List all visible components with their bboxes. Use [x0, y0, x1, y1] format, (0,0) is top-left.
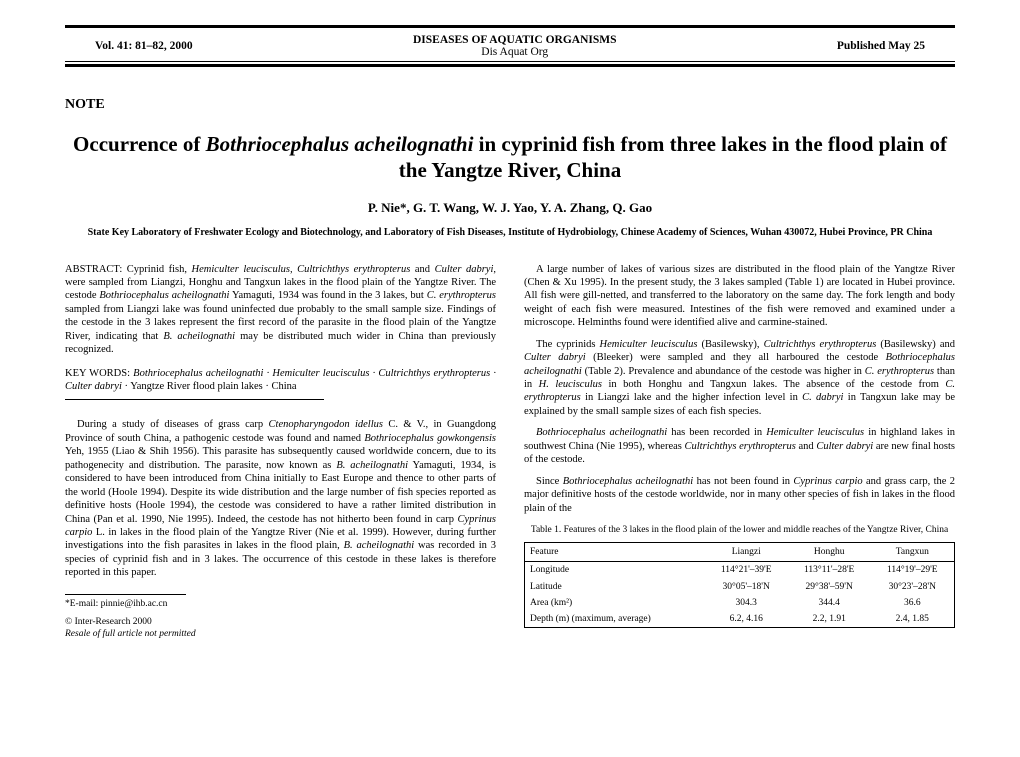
cell: 344.4 [788, 595, 871, 611]
cell: 29°38'–59'N [788, 579, 871, 595]
table-header-row: Feature Liangzi Honghu Tangxun [525, 543, 955, 562]
abstract: ABSTRACT: Cyprinid fish, Hemiculter leuc… [65, 263, 496, 357]
cell: Area (km²) [525, 595, 705, 611]
table-row: Longitude 114°21'–39'E 113°11'–28'E 114°… [525, 562, 955, 579]
table-body: Longitude 114°21'–39'E 113°11'–28'E 114°… [525, 562, 955, 628]
right-column: A large number of lakes of various sizes… [524, 263, 955, 641]
cell: 114°21'–39'E [705, 562, 788, 579]
cell: 36.6 [871, 595, 955, 611]
publish-date: Published May 25 [837, 40, 955, 52]
article-title: Occurrence of Bothriocephalus acheilogna… [65, 131, 955, 184]
journal-header: Vol. 41: 81–82, 2000 DISEASES OF AQUATIC… [65, 25, 955, 62]
keywords: KEY WORDS: Bothriocephalus acheilognathi… [65, 367, 496, 394]
right-para-1: A large number of lakes of various sizes… [524, 263, 955, 330]
table-caption: Table 1. Features of the 3 lakes in the … [524, 525, 955, 536]
cell: 30°23'–28'N [871, 579, 955, 595]
journal-abbrev: Dis Aquat Org [413, 46, 617, 58]
note-label: NOTE [65, 97, 955, 113]
cell: 304.3 [705, 595, 788, 611]
cell: 114°19'–29'E [871, 562, 955, 579]
cell: Longitude [525, 562, 705, 579]
keywords-rule [65, 399, 324, 400]
table-row: Latitude 30°05'–18'N 29°38'–59'N 30°23'–… [525, 579, 955, 595]
journal-title: DISEASES OF AQUATIC ORGANISMS [413, 34, 617, 46]
header-rule [65, 64, 955, 67]
copyright-text: © Inter-Research 2000 [65, 617, 152, 627]
footnote-rule [65, 594, 186, 595]
authors: P. Nie*, G. T. Wang, W. J. Yao, Y. A. Zh… [65, 200, 955, 216]
right-para-2: The cyprinids Hemiculter leucisculus (Ba… [524, 338, 955, 419]
lakes-table: Feature Liangzi Honghu Tangxun Longitude… [524, 542, 955, 628]
right-para-3: Bothriocephalus acheilognathi has been r… [524, 426, 955, 466]
table-row: Depth (m) (maximum, average) 6.2, 4.16 2… [525, 611, 955, 628]
cell: Depth (m) (maximum, average) [525, 611, 705, 628]
col-honghu: Honghu [788, 543, 871, 562]
volume-info: Vol. 41: 81–82, 2000 [65, 40, 193, 52]
cell: Latitude [525, 579, 705, 595]
cell: 2.4, 1.85 [871, 611, 955, 628]
corresponding-email: *E-mail: pinnie@ihb.ac.cn [65, 598, 496, 610]
journal-title-block: DISEASES OF AQUATIC ORGANISMS Dis Aquat … [413, 34, 617, 58]
copyright: © Inter-Research 2000 Resale of full art… [65, 616, 496, 640]
affiliation: State Key Laboratory of Freshwater Ecolo… [65, 226, 955, 239]
copyright-sub: Resale of full article not permitted [65, 629, 196, 639]
left-body-para: During a study of diseases of grass carp… [65, 418, 496, 579]
cell: 6.2, 4.16 [705, 611, 788, 628]
left-column: ABSTRACT: Cyprinid fish, Hemiculter leuc… [65, 263, 496, 641]
col-liangzi: Liangzi [705, 543, 788, 562]
cell: 113°11'–28'E [788, 562, 871, 579]
cell: 30°05'–18'N [705, 579, 788, 595]
cell: 2.2, 1.91 [788, 611, 871, 628]
col-feature: Feature [525, 543, 705, 562]
right-para-4: Since Bothriocephalus acheilognathi has … [524, 475, 955, 515]
two-column-body: ABSTRACT: Cyprinid fish, Hemiculter leuc… [65, 263, 955, 641]
col-tangxun: Tangxun [871, 543, 955, 562]
table-row: Area (km²) 304.3 344.4 36.6 [525, 595, 955, 611]
